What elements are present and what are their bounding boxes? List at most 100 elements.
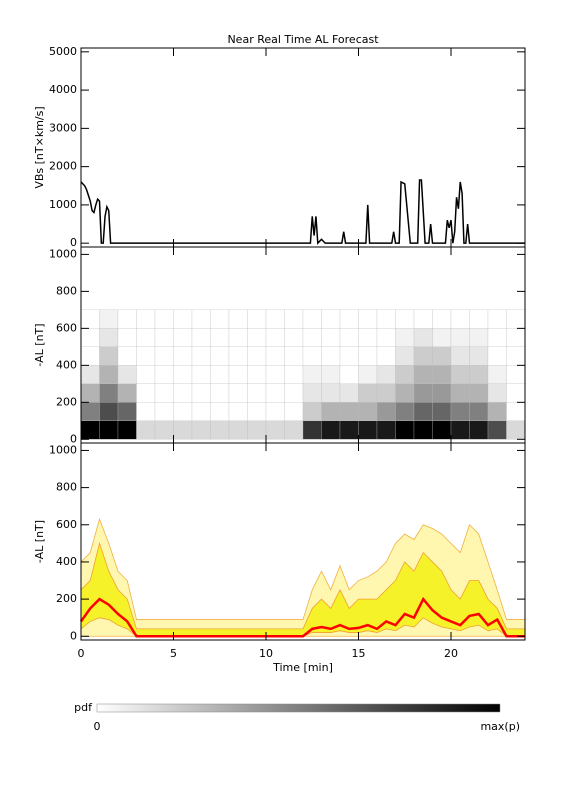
pdf-cell <box>191 420 211 440</box>
x-tick-label: 0 <box>78 647 85 660</box>
pdf-cell <box>99 402 119 421</box>
pdf-cell <box>154 402 174 421</box>
pdf-cell <box>136 365 156 384</box>
pdf-cell <box>302 365 322 384</box>
pdf-cell <box>358 402 378 421</box>
y-tick-label: 0 <box>70 629 77 642</box>
x-tick-label: 20 <box>444 647 458 660</box>
pdf-cell <box>284 346 304 366</box>
pdf-cell <box>469 420 489 440</box>
pdf-cell <box>210 309 230 329</box>
pdf-cell <box>413 402 433 421</box>
pdf-cell <box>154 365 174 384</box>
pdf-cell <box>395 365 415 384</box>
plot-frame <box>80 442 526 641</box>
y-tick-label: 600 <box>56 518 77 531</box>
pdf-cell <box>284 309 304 329</box>
pdf-cell <box>450 402 470 421</box>
pdf-cell <box>432 383 452 403</box>
pdf-cell <box>321 383 341 403</box>
pdf-cell <box>173 420 193 440</box>
y-tick-label: 400 <box>56 555 77 568</box>
pdf-cell <box>339 309 359 329</box>
pdf-cell <box>358 309 378 329</box>
pdf-cell <box>191 365 211 384</box>
y-tick-label: 1000 <box>49 247 77 260</box>
pdf-cell <box>321 346 341 366</box>
y-tick-label: 1000 <box>49 443 77 456</box>
x-tick-label: 5 <box>170 647 177 660</box>
pdf-cell <box>376 402 396 421</box>
pdf-cell <box>302 328 322 347</box>
pdf-cell <box>210 420 230 440</box>
pdf-cell <box>432 328 452 347</box>
pdf-cell <box>228 328 248 347</box>
pdf-cell <box>339 383 359 403</box>
pdf-cell <box>506 346 526 366</box>
y-tick-label: 800 <box>56 481 77 494</box>
pdf-cell <box>247 402 267 421</box>
pdf-cell <box>228 346 248 366</box>
median-line <box>79 596 525 638</box>
pdf-cell <box>432 420 452 440</box>
pdf-cell <box>321 420 341 440</box>
pdf-cell <box>284 383 304 403</box>
data-line <box>80 179 525 245</box>
pdf-cell <box>284 402 304 421</box>
pdf-cell <box>191 383 211 403</box>
pdf-cell <box>117 328 137 347</box>
pdf-cell <box>339 365 359 384</box>
pdf-cell <box>450 365 470 384</box>
pdf-cell <box>265 328 285 347</box>
pdf-cell <box>358 365 378 384</box>
pdf-cell <box>228 420 248 440</box>
pdf-cell <box>99 420 119 440</box>
pdf-cell <box>80 383 100 403</box>
pdf-cell <box>265 420 285 440</box>
pdf-cell <box>487 420 507 440</box>
pdf-cell <box>358 346 378 366</box>
pdf-cell <box>469 402 489 421</box>
pdf-cell <box>413 365 433 384</box>
pdf-cell <box>284 420 304 440</box>
y-tick-label: 0 <box>70 236 77 249</box>
y-tick-label: 200 <box>56 395 77 408</box>
pdf-cell <box>450 383 470 403</box>
pdf-cell <box>339 420 359 440</box>
pdf-cell <box>99 346 119 366</box>
pdf-cell <box>339 402 359 421</box>
pdf-cell <box>265 309 285 329</box>
pdf-cell <box>117 365 137 384</box>
pdf-cell <box>487 402 507 421</box>
pdf-cell <box>99 328 119 347</box>
y-tick-label: 1000 <box>49 198 77 211</box>
y-axis-label: -AL [nT] <box>33 323 46 366</box>
pdf-cell <box>80 402 100 421</box>
pdf-cell <box>117 420 137 440</box>
pdf-cell <box>191 309 211 329</box>
y-tick-label: 3000 <box>49 121 77 134</box>
pdf-cell <box>487 346 507 366</box>
pdf-cell <box>191 402 211 421</box>
pdf-cell <box>302 309 322 329</box>
x-tick-label: 15 <box>352 647 366 660</box>
pdf-cell <box>191 328 211 347</box>
pdf-cell <box>173 365 193 384</box>
pdf-cell <box>136 328 156 347</box>
pdf-cell <box>136 346 156 366</box>
y-tick-label: 400 <box>56 358 77 371</box>
pdf-cell <box>413 328 433 347</box>
pdf-cell <box>413 420 433 440</box>
pdf-cell <box>136 383 156 403</box>
pdf-cell <box>506 402 526 421</box>
pdf-cell <box>117 346 137 366</box>
pdf-cell <box>469 309 489 329</box>
pdf-cell <box>228 309 248 329</box>
y-tick-label: 4000 <box>49 83 77 96</box>
pdf-cell <box>247 383 267 403</box>
pdf-cell <box>339 346 359 366</box>
x-axis-label: Time [min] <box>272 661 333 674</box>
pdf-cell <box>450 328 470 347</box>
pdf-cell <box>395 328 415 347</box>
pdf-cell <box>173 309 193 329</box>
